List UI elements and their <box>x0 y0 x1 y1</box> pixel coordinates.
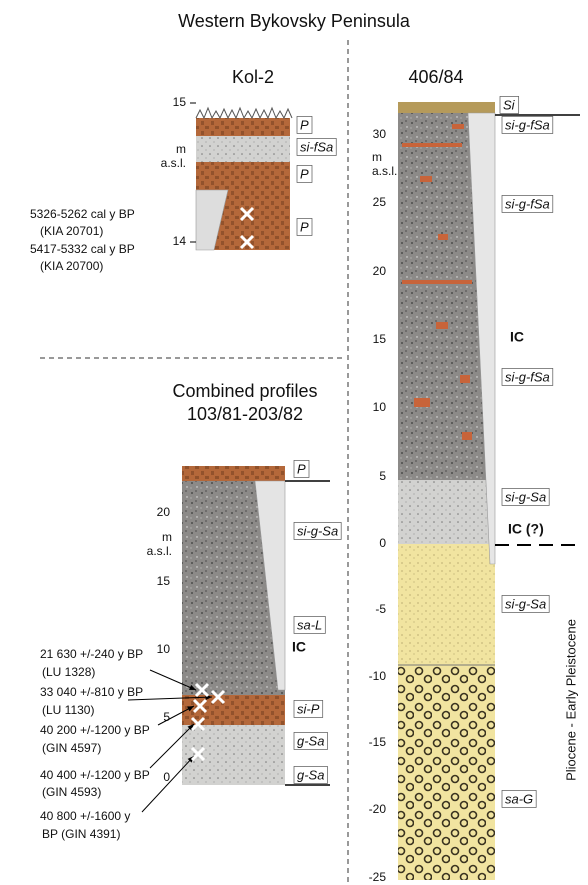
axis-unit: a.s.l. <box>147 544 172 558</box>
layer-label: P <box>300 117 309 132</box>
axis-tick: -25 <box>369 870 387 884</box>
date-label: 33 040 +/-810 y BP <box>40 685 143 699</box>
layer-label: sa-G <box>505 791 533 806</box>
layer-label: IC <box>510 329 524 345</box>
profile-title: Combined profiles <box>172 381 317 401</box>
axis-tick: 15 <box>157 574 171 588</box>
date-label: (LU 1328) <box>42 665 95 679</box>
layer <box>182 466 285 481</box>
layer-label: IC (?) <box>508 521 544 537</box>
layer-label: g-Sa <box>297 733 324 748</box>
layer-label: g-Sa <box>297 767 324 782</box>
layer <box>398 480 495 544</box>
layer <box>196 118 290 136</box>
date-label: 21 630 +/-240 y BP <box>40 647 143 661</box>
profile-title: 406/84 <box>408 67 463 87</box>
date-label: (LU 1130) <box>42 703 94 717</box>
axis-tick: 20 <box>157 505 171 519</box>
layer-label: si-g-Sa <box>505 596 546 611</box>
layer-label: IC <box>292 639 306 655</box>
axis-tick: 25 <box>373 195 387 209</box>
axis-unit: m <box>372 150 382 164</box>
date-label: (KIA 20700) <box>40 259 103 273</box>
layer <box>398 665 495 880</box>
axis-tick: 15 <box>373 332 387 346</box>
layer <box>196 136 290 162</box>
axis-tick: -15 <box>369 735 387 749</box>
date-label: (KIA 20701) <box>40 224 103 238</box>
layer-label: si-g-Sa <box>297 523 338 538</box>
figure: Western Bykovsky PeninsulaKol-21514ma.s.… <box>0 0 588 885</box>
axis-tick: -5 <box>375 602 386 616</box>
layer-label: si-P <box>297 701 320 716</box>
layer-label: si-g-Sa <box>505 489 546 504</box>
axis-tick: 10 <box>373 400 387 414</box>
axis-tick: 30 <box>373 127 387 141</box>
layer-label: P <box>297 461 306 476</box>
profile-title: Kol-2 <box>232 67 274 87</box>
axis-unit: a.s.l. <box>372 164 397 178</box>
layer-label: P <box>300 219 309 234</box>
layer <box>398 544 495 665</box>
date-label: (GIN 4597) <box>42 741 101 755</box>
axis-unit: m <box>162 530 172 544</box>
date-label: 40 800 +/-1600 y <box>40 809 130 823</box>
date-label: 40 400 +/-1200 y BP <box>40 768 150 782</box>
axis-tick: 15 <box>173 95 187 109</box>
axis-tick: 14 <box>173 234 187 248</box>
axis-tick: 0 <box>379 536 386 550</box>
figure-title: Western Bykovsky Peninsula <box>178 11 411 31</box>
date-label: 5326-5262 cal y BP <box>30 207 135 221</box>
layer-label: sa-L <box>297 617 322 632</box>
layer-label: Si <box>503 97 516 112</box>
axis-tick: 5 <box>379 469 386 483</box>
date-label: BP (GIN 4391) <box>42 827 120 841</box>
vegetation <box>196 108 292 118</box>
date-label: 5417-5332 cal y BP <box>30 242 135 256</box>
age-label: Pliocene - Early Pleistocene <box>563 619 578 781</box>
layer-label: si-g-fSa <box>505 117 550 132</box>
layer-label: si-g-fSa <box>505 196 550 211</box>
layer <box>398 102 495 113</box>
date-label: (GIN 4593) <box>42 785 101 799</box>
axis-tick: -10 <box>369 669 387 683</box>
date-label: 40 200 +/-1200 y BP <box>40 723 150 737</box>
layer-label: si-g-fSa <box>505 369 550 384</box>
axis-unit: m <box>176 142 186 156</box>
profile-title: 103/81-203/82 <box>187 404 303 424</box>
axis-tick: -20 <box>369 802 387 816</box>
axis-tick: 20 <box>373 264 387 278</box>
axis-unit: a.s.l. <box>161 156 186 170</box>
axis-tick: 10 <box>157 642 171 656</box>
layer-label: si-fSa <box>300 139 333 154</box>
layer-label: P <box>300 166 309 181</box>
